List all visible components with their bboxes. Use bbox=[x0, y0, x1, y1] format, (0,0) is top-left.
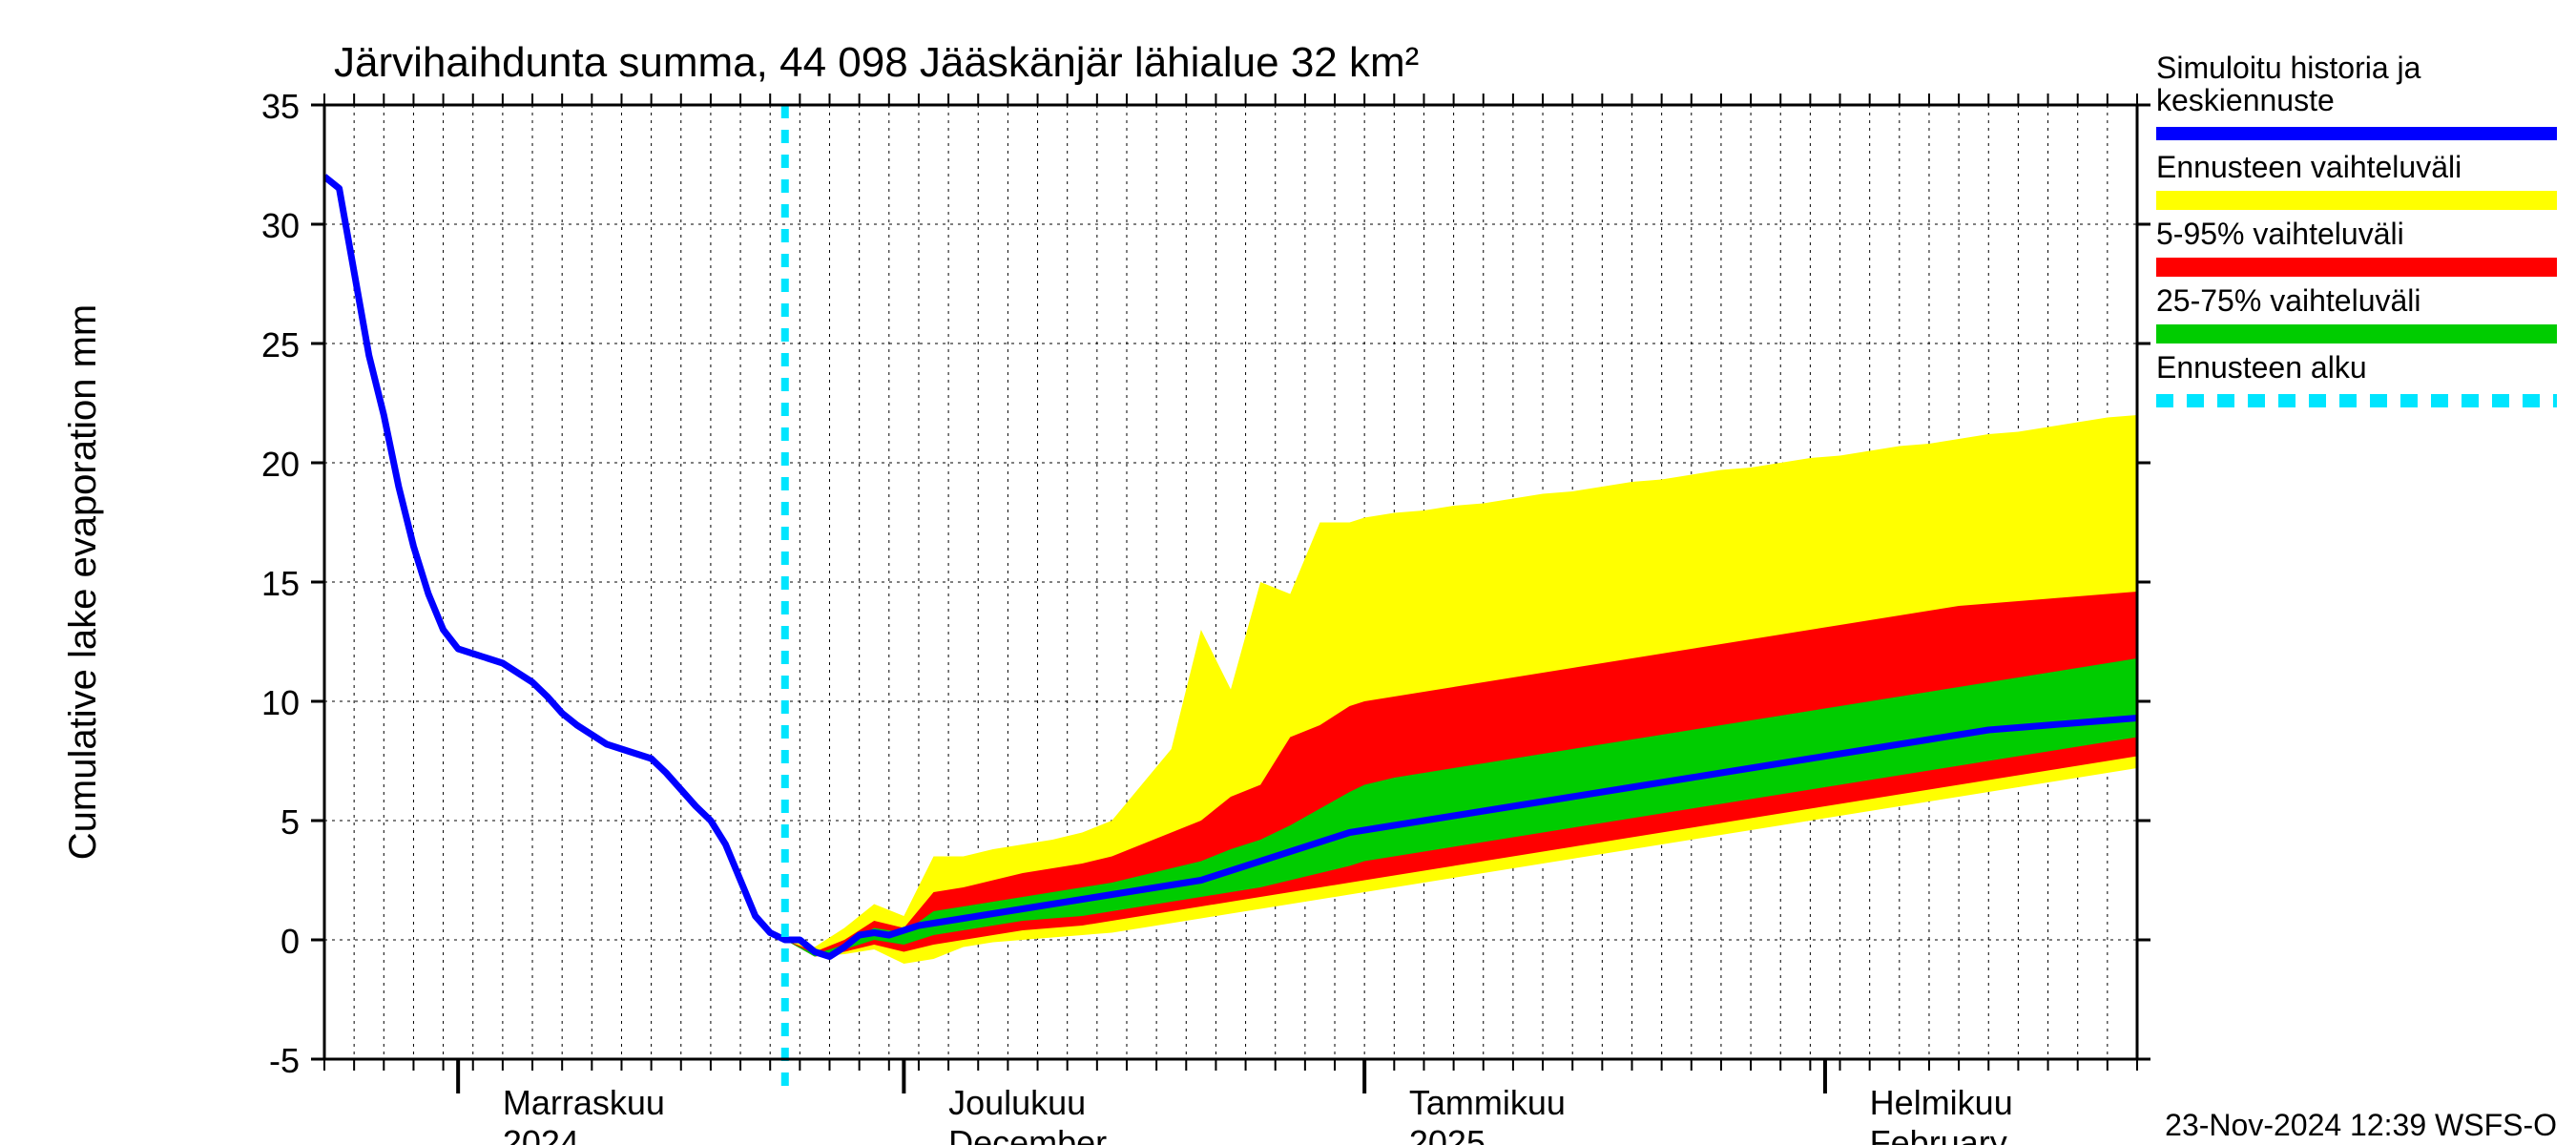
legend-label: Simuloitu historia ja bbox=[2156, 51, 2421, 85]
ytick-label: 5 bbox=[280, 802, 300, 842]
legend-label: 5-95% vaihteluväli bbox=[2156, 217, 2404, 251]
ytick-label: -5 bbox=[269, 1041, 300, 1080]
x-month-sublabel: 2024 bbox=[503, 1123, 579, 1145]
legend-label: Ennusteen alku bbox=[2156, 350, 2367, 385]
ytick-label: 0 bbox=[280, 922, 300, 961]
x-month-label: Tammikuu bbox=[1409, 1083, 1566, 1122]
legend: Simuloitu historia jakeskiennuste Ennuste… bbox=[2156, 51, 2557, 401]
legend-label: Ennusteen vaihteluväli bbox=[2156, 150, 2462, 184]
y-axis-label: Cumulative lake evaporation mm bbox=[62, 304, 104, 860]
chart-svg: -505101520253035Marraskuu2024JoulukuuDec… bbox=[0, 0, 2576, 1145]
legend-label: 25-75% vaihteluväli bbox=[2156, 283, 2421, 318]
x-month-label: Joulukuu bbox=[948, 1083, 1086, 1122]
ytick-label: 35 bbox=[261, 87, 300, 126]
footer-timestamp: 23-Nov-2024 12:39 WSFS-O bbox=[2165, 1108, 2557, 1142]
ytick-label: 30 bbox=[261, 206, 300, 245]
ytick-label: 20 bbox=[261, 445, 300, 484]
x-month-sublabel: December bbox=[948, 1123, 1107, 1145]
chart-title: Järvihaihdunta summa, 44 098 Jääskänjär … bbox=[334, 39, 1419, 86]
x-month-label: Marraskuu bbox=[503, 1083, 665, 1122]
ytick-label: 10 bbox=[261, 683, 300, 722]
x-month-label: Helmikuu bbox=[1870, 1083, 2013, 1122]
bands bbox=[785, 415, 2137, 964]
x-month-sublabel: 2025 bbox=[1409, 1123, 1485, 1145]
legend-label: keskiennuste bbox=[2156, 83, 2335, 117]
ytick-label: 25 bbox=[261, 325, 300, 364]
chart-container: -505101520253035Marraskuu2024JoulukuuDec… bbox=[0, 0, 2576, 1145]
ytick-label: 15 bbox=[261, 564, 300, 603]
x-month-sublabel: February bbox=[1870, 1123, 2007, 1145]
